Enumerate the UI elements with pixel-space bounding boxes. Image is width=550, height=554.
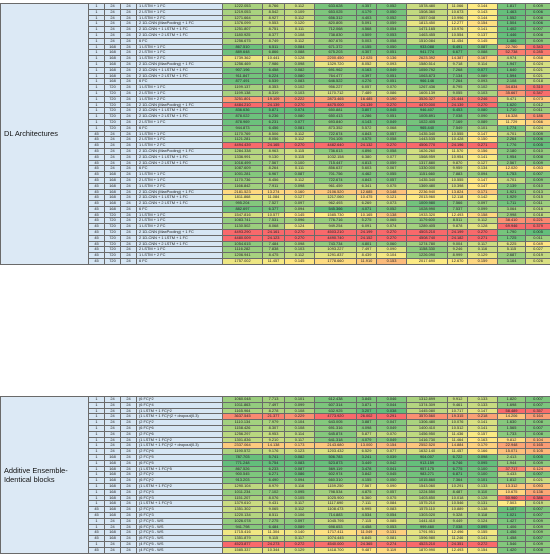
table-cell: 11.457: [263, 259, 285, 265]
table-cell: 0.159: [468, 259, 498, 265]
table-cell: 1418.700: [315, 547, 357, 553]
table-cell: 45: [89, 259, 105, 265]
table-cell: 1778.660: [315, 259, 357, 265]
table-cell: 45: [89, 547, 105, 553]
table-cell: 2017.690: [407, 259, 448, 265]
table-cell: 0.008: [526, 547, 550, 553]
table-cell: 10.344: [263, 547, 285, 553]
architecture-cell: 6 FC: [137, 259, 223, 265]
table-cell: 0.145: [285, 259, 315, 265]
table-cell: 0.026: [526, 259, 550, 265]
table-cell: 1.420: [498, 547, 526, 553]
table-cell: 3.164: [498, 259, 526, 265]
group-label: Additive Ensemble-Identical blocks: [1, 397, 89, 554]
table-cell: 720: [105, 259, 121, 265]
table-cell: 24: [121, 547, 137, 553]
table-cell: 24: [121, 259, 137, 265]
table-cell: 12.670: [448, 259, 468, 265]
table-cell: 0.153: [377, 259, 407, 265]
table-cell: 11.910: [357, 259, 377, 265]
table-cell: 1870.990: [407, 547, 448, 553]
table-cell: 1585.337: [223, 547, 263, 553]
table-cell: 1757.002: [223, 259, 263, 265]
group-label: DL Architectures: [1, 4, 89, 265]
table-cell: 0.119: [377, 547, 407, 553]
table-cell: 12.493: [448, 547, 468, 553]
table-cell: 24: [105, 547, 121, 553]
table-cell: 0.154: [468, 547, 498, 553]
table-cell: 0.129: [285, 547, 315, 553]
architecture-cell: (4 FC)*5 - WS: [137, 547, 223, 553]
table-cell: 9.487: [357, 547, 377, 553]
